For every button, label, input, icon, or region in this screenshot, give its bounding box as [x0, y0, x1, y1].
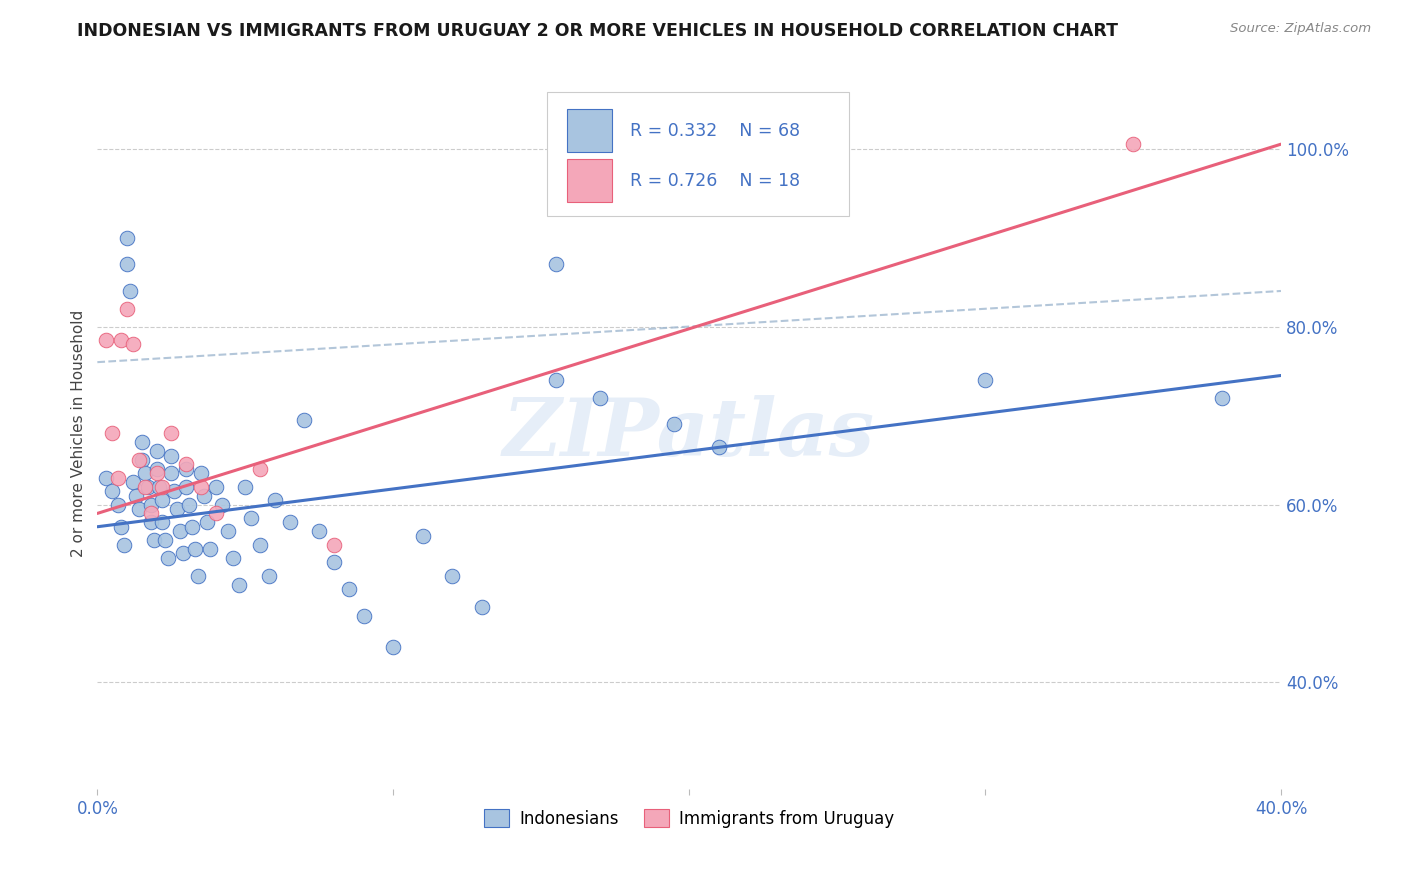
Point: [228, 577, 250, 591]
Point: [190, 467, 212, 481]
Point: [172, 546, 194, 560]
Point: [128, 453, 150, 467]
Point: [412, 529, 434, 543]
Point: [544, 373, 567, 387]
Point: [115, 257, 138, 271]
Point: [177, 498, 200, 512]
Point: [204, 507, 226, 521]
Point: [115, 301, 138, 316]
Point: [101, 484, 124, 499]
Point: [204, 480, 226, 494]
Text: ZIPatlas: ZIPatlas: [503, 394, 875, 472]
Point: [160, 467, 183, 481]
Point: [441, 568, 464, 582]
Point: [134, 480, 156, 494]
Point: [353, 608, 375, 623]
Point: [139, 498, 162, 512]
Text: Source: ZipAtlas.com: Source: ZipAtlas.com: [1230, 22, 1371, 36]
Point: [112, 537, 135, 551]
Point: [308, 524, 330, 539]
Point: [664, 417, 686, 432]
Point: [257, 568, 280, 582]
Point: [249, 462, 271, 476]
Point: [1211, 391, 1233, 405]
Text: R = 0.332    N = 68: R = 0.332 N = 68: [630, 122, 800, 140]
Point: [110, 333, 132, 347]
Point: [707, 440, 730, 454]
Point: [163, 484, 186, 499]
Point: [136, 480, 159, 494]
Point: [148, 480, 170, 494]
Point: [107, 498, 129, 512]
Point: [118, 284, 141, 298]
Point: [294, 413, 316, 427]
Point: [142, 533, 165, 547]
Point: [323, 537, 346, 551]
Point: [190, 480, 212, 494]
Point: [1122, 137, 1144, 152]
Point: [264, 493, 287, 508]
Text: R = 0.726    N = 18: R = 0.726 N = 18: [630, 171, 800, 190]
Point: [240, 511, 263, 525]
Point: [974, 373, 997, 387]
Point: [217, 524, 239, 539]
Point: [166, 502, 188, 516]
Point: [544, 257, 567, 271]
Point: [187, 568, 209, 582]
Point: [121, 337, 143, 351]
FancyBboxPatch shape: [547, 92, 849, 216]
Point: [174, 462, 197, 476]
Point: [184, 541, 207, 556]
Point: [174, 458, 197, 472]
Point: [198, 541, 221, 556]
Point: [157, 550, 180, 565]
Point: [131, 435, 153, 450]
Point: [323, 555, 346, 569]
Legend: Indonesians, Immigrants from Uruguay: Indonesians, Immigrants from Uruguay: [478, 802, 901, 834]
Point: [145, 444, 167, 458]
Point: [471, 599, 494, 614]
Point: [125, 489, 148, 503]
Point: [155, 533, 177, 547]
Point: [249, 537, 271, 551]
Point: [337, 582, 360, 596]
Point: [96, 471, 118, 485]
Point: [145, 462, 167, 476]
Point: [181, 520, 204, 534]
Point: [96, 333, 118, 347]
Point: [222, 550, 245, 565]
Point: [101, 426, 124, 441]
Point: [152, 493, 174, 508]
Point: [107, 471, 129, 485]
Point: [160, 426, 183, 441]
Point: [139, 516, 162, 530]
Point: [131, 453, 153, 467]
FancyBboxPatch shape: [567, 110, 612, 153]
Point: [160, 449, 183, 463]
FancyBboxPatch shape: [567, 160, 612, 202]
Point: [382, 640, 405, 654]
Point: [233, 480, 256, 494]
Point: [121, 475, 143, 490]
Point: [110, 520, 132, 534]
Point: [193, 489, 215, 503]
Point: [278, 516, 301, 530]
Point: [589, 391, 612, 405]
Point: [152, 480, 174, 494]
Point: [174, 480, 197, 494]
Point: [128, 502, 150, 516]
Point: [152, 516, 174, 530]
Y-axis label: 2 or more Vehicles in Household: 2 or more Vehicles in Household: [72, 310, 86, 557]
Point: [169, 524, 191, 539]
Point: [195, 516, 218, 530]
Text: INDONESIAN VS IMMIGRANTS FROM URUGUAY 2 OR MORE VEHICLES IN HOUSEHOLD CORRELATIO: INDONESIAN VS IMMIGRANTS FROM URUGUAY 2 …: [77, 22, 1118, 40]
Point: [134, 467, 156, 481]
Point: [145, 467, 167, 481]
Point: [211, 498, 233, 512]
Point: [115, 230, 138, 244]
Point: [139, 507, 162, 521]
